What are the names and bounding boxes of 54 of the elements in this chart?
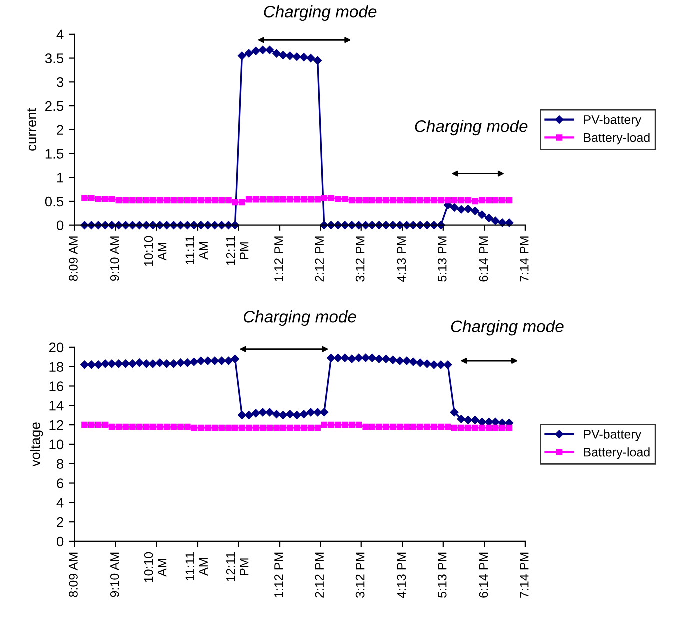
y-tick-label: 2 (57, 517, 64, 528)
x-tick-label: 3:12 PM (356, 236, 365, 282)
text: Charging mode (264, 6, 377, 22)
y-tick-label: 0.5 (45, 196, 64, 207)
y-tick-label: 1.5 (46, 149, 64, 159)
y-tick-label: 0 (56, 536, 64, 547)
y-axis-title: voltage (30, 422, 44, 467)
x-tick-label: 10:10 AM (144, 236, 167, 266)
x-tick-label: 1:12 PM (274, 552, 284, 598)
y-tick-label: 4 (56, 498, 64, 508)
y-tick-label: 12 (50, 420, 64, 430)
y-tick-label: 3 (56, 77, 64, 88)
y-axis-title: current (27, 108, 37, 151)
x-tick-label: 6:14 PM (479, 552, 488, 598)
legend-label: Battery-load (584, 448, 650, 460)
x-tick-label: 3:12 PM (356, 552, 365, 598)
x-tick-label: 5:13 PM (438, 236, 447, 282)
x-tick-label: 2:12 PM (315, 552, 324, 598)
y-tick-label: 0 (56, 220, 64, 231)
y-tick-label: 4 (56, 30, 64, 40)
x-tick-label: 11:11 AM (186, 236, 208, 264)
x-tick-label: 1:12 PM (274, 236, 284, 282)
legend-label: PV-battery (584, 430, 642, 442)
x-tick-label: 6:14 PM (479, 236, 488, 282)
x-tick-label: 2:12 PM (315, 236, 324, 282)
x-tick-label: 12:11 PM (226, 236, 249, 266)
x-tick-label: 9:10 AM (110, 236, 120, 282)
x-tick-label: 8:09 AM (69, 236, 78, 282)
y-tick-label: 18 (50, 362, 64, 372)
y-tick-label: 1 (58, 173, 64, 183)
text: Charging mode (244, 310, 356, 326)
x-tick-label: 5:13 PM (438, 552, 447, 598)
y-tick-label: 16 (50, 382, 64, 392)
y-tick-label: 10 (50, 440, 64, 450)
y-tick-label: 2.5 (46, 101, 64, 112)
y-tick-label: 14 (50, 401, 64, 411)
x-tick-label: 11:11 AM (186, 552, 208, 580)
x-tick-label: 4:13 PM (397, 236, 406, 282)
x-tick-label: 10:10 AM (144, 552, 167, 582)
y-tick-label: 2 (57, 125, 64, 135)
y-tick-label: 6 (57, 478, 64, 488)
annotation: Charging mode (415, 120, 528, 136)
x-tick-label: 7:14 PM (520, 552, 529, 598)
x-tick-label: 8:09 AM (69, 552, 78, 598)
y-tick-label: 8 (57, 459, 64, 470)
x-tick-label: 9:10 AM (110, 552, 120, 598)
legend-label: PV-battery (584, 115, 642, 127)
x-tick-label: 7:14 PM (520, 236, 529, 282)
x-tick-label: 12:11 PM (226, 552, 249, 582)
y-tick-label: 3.5 (45, 54, 64, 64)
y-tick-label: 20 (49, 342, 64, 353)
x-tick-label: 4:13 PM (397, 552, 406, 598)
legend-label: Battery-load (584, 133, 650, 145)
text: Charging mode (451, 320, 564, 336)
